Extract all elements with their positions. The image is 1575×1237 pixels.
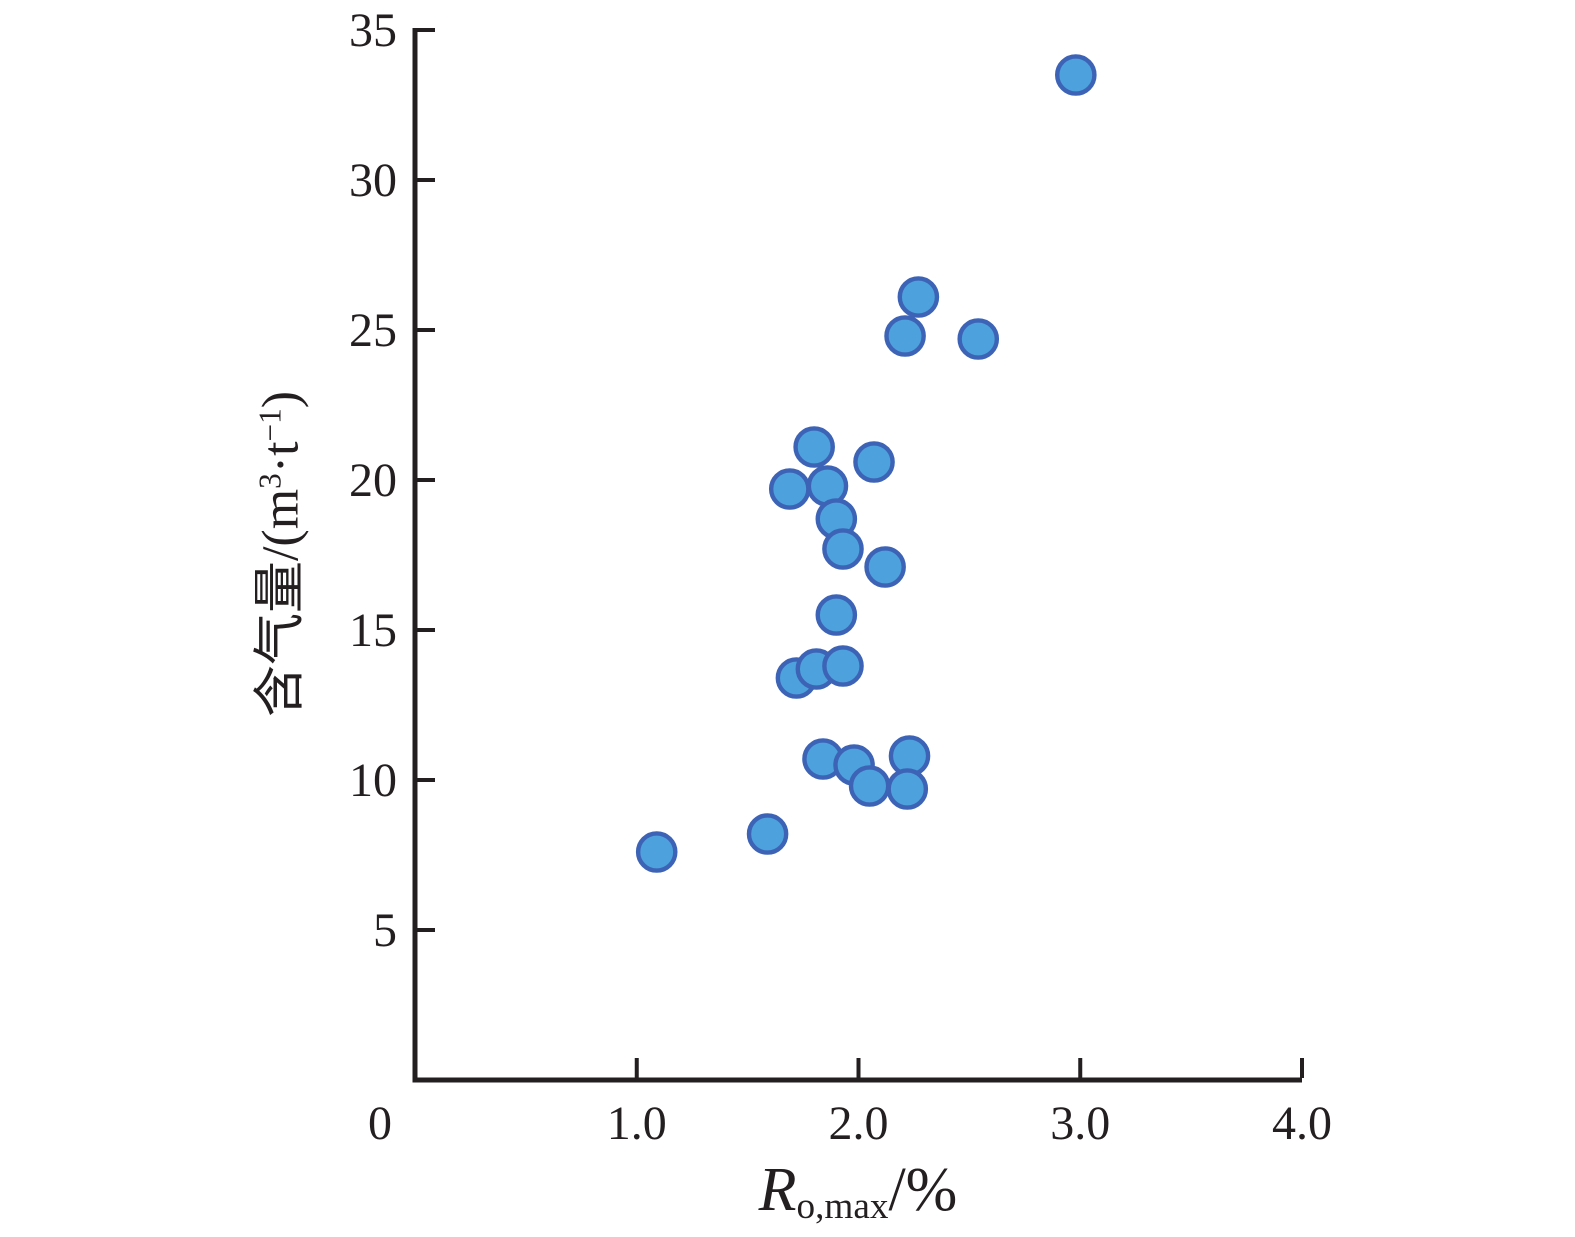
x-tick-label: 1.0 [607,1097,667,1150]
y-tick-label: 30 [349,154,397,207]
data-point [848,765,891,807]
axis-title-part: −1 [252,408,288,442]
data-point [822,528,864,570]
data-point [897,276,940,318]
data-point [853,441,895,483]
y-tick-label: 5 [373,904,397,957]
axis-title-part: ·t [252,441,310,474]
axis-title-part: o,max [796,1185,889,1227]
data-point [822,645,864,687]
data-point [793,426,835,468]
x-tick-label: 2.0 [829,1097,889,1150]
data-point [1055,54,1097,96]
data-point [635,831,678,873]
axis-title-part: 含气量/(m [252,488,310,718]
data-point [884,315,926,357]
data-point [815,594,858,636]
axis-title-part: 3 [252,473,288,489]
data-point [864,546,906,588]
x-axis-title: Ro,max/% [759,1159,958,1225]
data-point [957,318,1000,360]
y-tick-label: 10 [349,754,397,807]
data-point [746,813,789,855]
y-tick-label: 15 [349,604,397,657]
y-tick-label: 20 [349,454,397,507]
x-tick-label: 3.0 [1050,1097,1110,1150]
axis-title-part: /% [888,1155,958,1224]
data-point [886,768,929,810]
x-tick-label: 0 [368,1097,392,1150]
data-point [768,468,811,510]
y-axis-title: 含气量/(m3·t−1) [252,390,310,718]
y-tick-label: 25 [349,304,397,357]
x-tick-label: 4.0 [1272,1097,1332,1150]
axis-title-part: ) [252,390,310,409]
y-tick-label: 35 [349,4,397,57]
axis-title-part: R [758,1155,797,1224]
